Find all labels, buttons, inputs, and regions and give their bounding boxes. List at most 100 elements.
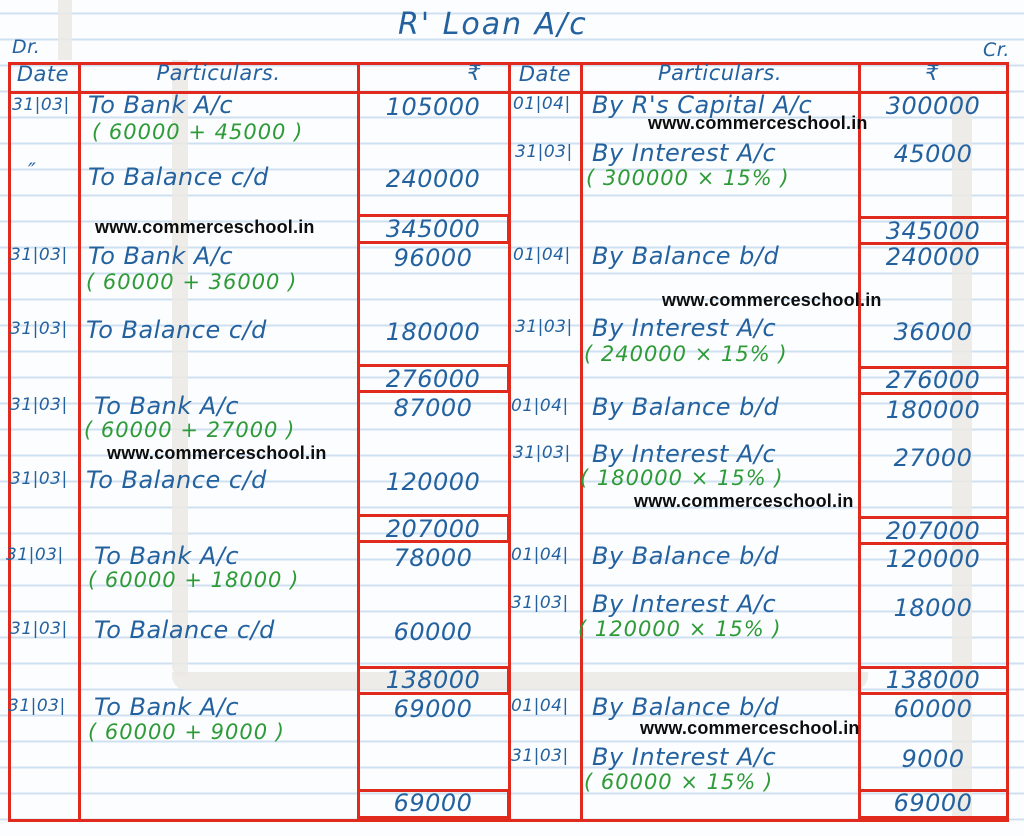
entry-particulars: By Balance b/d	[592, 542, 780, 570]
section-total: 138000	[385, 666, 481, 694]
entry-date: 31|03|	[515, 317, 573, 337]
table-border	[357, 62, 360, 822]
entry-date: 31|03|	[515, 142, 573, 162]
section-total: 207000	[385, 515, 481, 543]
watermark: www.commerceschool.in	[662, 290, 882, 310]
working-note: ( 60000 + 9000 )	[88, 720, 285, 744]
entry-date: 31|03|	[12, 95, 70, 115]
total-box	[357, 514, 510, 543]
entry-particulars: By Interest A/c	[592, 314, 777, 342]
header-date-left: Date	[16, 62, 70, 86]
section-total: 345000	[385, 215, 481, 243]
working-note: ( 60000 + 45000 )	[92, 120, 304, 144]
watermark: www.commerceschool.in	[640, 718, 860, 738]
entry-date: ″	[28, 159, 37, 183]
table-border	[8, 91, 1009, 94]
total-box	[357, 666, 510, 695]
scan-artifact-band	[952, 92, 972, 818]
entry-date: 31|03|	[511, 593, 569, 613]
section-total: 207000	[885, 517, 981, 545]
working-note: ( 60000 + 36000 )	[86, 270, 298, 294]
entry-date: 31|03|	[8, 696, 66, 716]
watermark: www.commerceschool.in	[648, 113, 868, 133]
watermark: www.commerceschool.in	[634, 491, 854, 511]
entry-particulars: To Bank A/c	[94, 693, 240, 721]
entry-date: 31|03|	[10, 469, 68, 489]
entry-particulars: To Bank A/c	[88, 242, 234, 270]
entry-amount: 96000	[393, 244, 473, 272]
total-box	[357, 789, 510, 819]
total-box	[357, 364, 510, 393]
entry-date: 01|04|	[513, 245, 571, 265]
entry-particulars: To Balance c/d	[86, 316, 267, 344]
cr-label: Cr.	[983, 39, 1010, 61]
entry-amount: 60000	[393, 618, 473, 646]
table-border	[78, 62, 81, 822]
table-border	[580, 62, 583, 822]
entry-amount: 105000	[385, 93, 481, 121]
entry-particulars: By Interest A/c	[592, 743, 777, 771]
entry-date: 01|04|	[511, 545, 569, 565]
table-border	[1006, 62, 1009, 822]
total-box	[858, 789, 1009, 819]
scan-artifact-band	[172, 672, 868, 690]
working-note: ( 300000 × 15% )	[586, 166, 790, 190]
table-border	[508, 62, 511, 822]
entry-date: 31|03|	[10, 619, 68, 639]
entry-particulars: By Balance b/d	[592, 693, 780, 721]
entry-particulars: To Bank A/c	[94, 542, 240, 570]
entry-particulars: To Bank A/c	[94, 392, 240, 420]
working-note: ( 120000 × 15% )	[578, 617, 782, 641]
section-total: 138000	[885, 666, 981, 694]
entry-amount: 180000	[885, 396, 981, 424]
total-box	[858, 366, 1009, 395]
header-amount-left: ₹	[467, 61, 481, 85]
scan-artifact-band	[58, 0, 72, 60]
entry-date: 31|03|	[10, 245, 68, 265]
entry-amount: 60000	[893, 695, 973, 723]
entry-amount: 120000	[885, 545, 981, 573]
working-note: ( 60000 + 27000 )	[84, 418, 296, 442]
entry-date: 01|04|	[513, 94, 571, 114]
table-border	[8, 62, 1009, 65]
entry-date: 31|03|	[10, 395, 68, 415]
entry-amount: 240000	[885, 243, 981, 271]
page-title: R' Loan A/c	[398, 7, 588, 42]
entry-amount: 120000	[385, 468, 481, 496]
working-note: ( 240000 × 15% )	[584, 342, 788, 366]
entry-amount: 45000	[893, 140, 973, 168]
entry-particulars: To Balance c/d	[86, 466, 267, 494]
entry-date: 01|04|	[511, 396, 569, 416]
entry-amount: 9000	[901, 745, 965, 773]
section-total: 69000	[893, 789, 973, 817]
header-date-right: Date	[518, 62, 572, 86]
total-box	[858, 666, 1009, 695]
entry-amount: 180000	[385, 318, 481, 346]
entry-particulars: By Interest A/c	[592, 590, 777, 618]
entry-particulars: To Balance c/d	[94, 616, 275, 644]
entry-amount: 78000	[393, 544, 473, 572]
section-total: 276000	[385, 365, 481, 393]
entry-particulars: To Bank A/c	[88, 91, 234, 119]
entry-date: 31|03|	[511, 746, 569, 766]
header-particulars-left: Particulars.	[156, 61, 281, 85]
total-box	[858, 216, 1009, 245]
table-border	[8, 819, 1009, 822]
entry-amount: 27000	[893, 444, 973, 472]
section-total: 276000	[885, 366, 981, 394]
working-note: ( 180000 × 15% )	[580, 466, 784, 490]
watermark: www.commerceschool.in	[95, 217, 315, 237]
entry-amount: 87000	[393, 394, 473, 422]
entry-particulars: By Interest A/c	[592, 440, 777, 468]
section-total: 345000	[885, 217, 981, 245]
entry-particulars: To Balance c/d	[88, 163, 269, 191]
watermark: www.commerceschool.in	[107, 443, 327, 463]
working-note: ( 60000 + 18000 )	[88, 568, 300, 592]
scan-artifact-band	[172, 60, 188, 676]
working-note: ( 60000 × 15% )	[584, 770, 774, 794]
entry-date: 01|04|	[511, 696, 569, 716]
table-border	[8, 62, 11, 822]
entry-amount: 18000	[893, 594, 973, 622]
section-total: 69000	[393, 789, 473, 817]
